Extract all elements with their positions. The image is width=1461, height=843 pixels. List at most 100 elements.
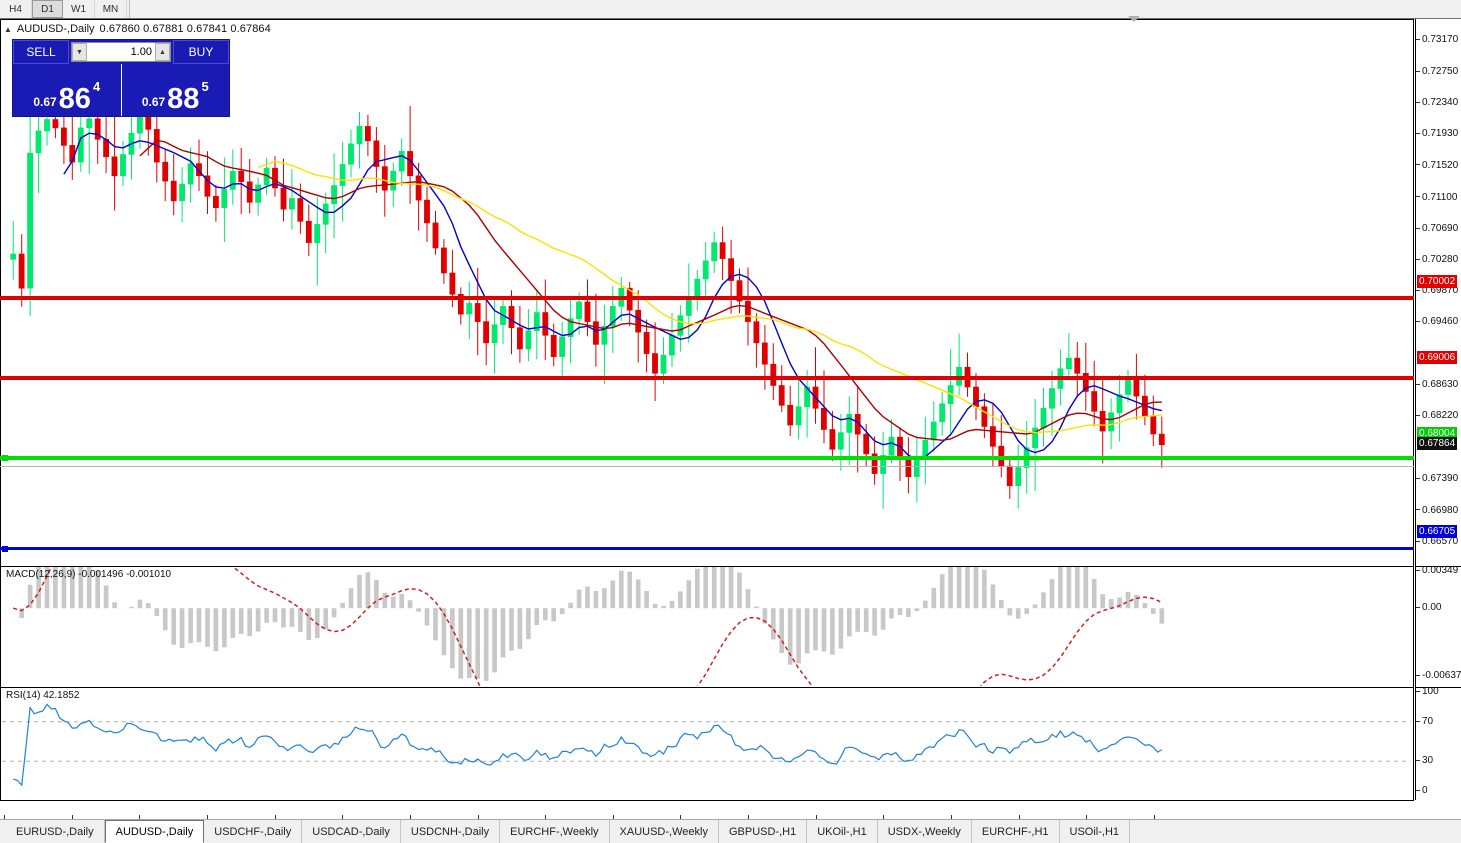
price-tick-0.70690: 0.70690 (1416, 223, 1458, 234)
symbol-tab-usdcaddaily[interactable]: USDCAD-,Daily (302, 820, 401, 843)
symbol-tab-xauusdweekly[interactable]: XAUUSD-,Weekly (610, 820, 719, 843)
price-tick-0.66980: 0.66980 (1416, 505, 1458, 516)
date-tick-mark (4, 815, 5, 819)
period-button-d1[interactable]: D1 (32, 0, 63, 18)
symbol-tab-gbpusdh1[interactable]: GBPUSD-,H1 (719, 820, 808, 843)
date-tick-mark (612, 815, 614, 819)
rsi-tick-0: 0 (1416, 785, 1428, 796)
chart-window: ▲ AUDUSD-,Daily 0.67860 0.67881 0.67841 … (0, 16, 1461, 837)
price-tick-0.72750: 0.72750 (1416, 66, 1458, 77)
date-tick-mark (815, 815, 817, 819)
date-tick-mark (951, 815, 953, 819)
chart-tab-bar[interactable]: EURUSD-,Daily AUDUSD-,Daily USDCHF-,Daily U… (0, 819, 1461, 843)
price-tick-0.73170: 0.73170 (1416, 34, 1458, 45)
buy-price-big: 88 (167, 83, 200, 116)
buy-price-fraction: 5 (201, 79, 209, 94)
oct-header-row: SELL ▼ 1.00 ▲ BUY (13, 40, 229, 64)
rsi-chart-svg (2, 703, 1411, 787)
macd-tick--0.00637: -0.00637 (1416, 670, 1461, 681)
date-tick-mark (71, 815, 73, 819)
date-tick-mark (545, 815, 547, 819)
macd-chart-svg (12, 567, 1165, 686)
symbol-tab-eurchfweekly[interactable]: EURCHF-,Weekly (500, 820, 610, 843)
price-tag-support[interactable]: 0.68004 (1417, 426, 1458, 440)
symbol-tab-eurusddaily[interactable]: EURUSD-,Daily (6, 820, 105, 843)
buy-price-prefix: 0.67 (141, 95, 166, 109)
sell-price-box[interactable]: 0.67 86 4 (13, 64, 122, 116)
symbol-tab-usdcnhdaily[interactable]: USDCNH-,Daily (401, 820, 501, 843)
toolbar-separator (129, 0, 132, 18)
level-line-0.70002[interactable] (0, 296, 1414, 300)
rsi-tick-30: 30 (1416, 755, 1433, 766)
volume-input[interactable]: 1.00 (87, 43, 155, 61)
volume-increase-icon[interactable]: ▲ (155, 43, 170, 61)
date-tick-mark (1154, 815, 1155, 819)
date-tick-mark (274, 815, 276, 819)
volume-stepper[interactable]: ▼ 1.00 ▲ (71, 42, 171, 62)
price-chart-svg (10, 84, 1165, 509)
level-line-0.66705[interactable] (0, 547, 1414, 550)
price-tick-0.68220: 0.68220 (1416, 410, 1458, 421)
macd-tick-0.00: 0.00 (1416, 602, 1441, 613)
price-scale-axis[interactable]: 0.73170 0.72750 0.72340 0.71930 0.71520 0.711… (1415, 19, 1461, 800)
price-tick-0.68630: 0.68630 (1416, 379, 1458, 390)
level-line-0.69006[interactable] (0, 376, 1414, 380)
price-tick-0.69460: 0.69460 (1416, 316, 1458, 327)
date-tick-mark (883, 815, 885, 819)
symbol-tab-usdchfdaily[interactable]: USDCHF-,Daily (204, 820, 303, 843)
one-click-trading-panel[interactable]: SELL ▼ 1.00 ▲ BUY 0.67 86 4 0.67 88 5 (12, 39, 230, 117)
price-tag-resistance[interactable]: 0.69006 (1417, 350, 1458, 364)
price-tick-0.70280: 0.70280 (1416, 254, 1458, 265)
level-line-0.68004[interactable] (0, 456, 1414, 460)
date-tick-mark (680, 815, 682, 819)
macd-tick-0.00349: 0.00349 (1416, 565, 1458, 576)
price-tag-resistance[interactable]: 0.70002 (1417, 274, 1458, 288)
price-tick-0.67390: 0.67390 (1416, 473, 1458, 484)
date-tick-mark (1018, 815, 1020, 819)
price-tag-last-price[interactable]: 0.67864 (1417, 437, 1458, 451)
rsi-pane[interactable]: RSI(14) 42.1852 (1, 687, 1413, 801)
period-button-mn[interactable]: MN (95, 0, 127, 18)
rsi-label: RSI(14) 42.1852 (6, 690, 80, 701)
price-tick-0.71930: 0.71930 (1416, 128, 1458, 139)
period-button-w1[interactable]: W1 (63, 0, 95, 18)
period-toolbar: H4 D1 W1 MN (0, 0, 1461, 19)
chart-ohlc-values: 0.67860 0.67881 0.67841 0.67864 (99, 23, 271, 35)
level-handle-blue[interactable] (2, 546, 8, 552)
date-tick-mark (748, 815, 750, 819)
symbol-tab-usdxweekly[interactable]: USDX-,Weekly (878, 820, 972, 843)
price-tick-0.66570: 0.66570 (1416, 536, 1458, 547)
macd-pane[interactable]: MACD(12,26,9) -0.001496 -0.001010 (1, 566, 1413, 686)
sell-price-big: 86 (58, 83, 91, 116)
date-tick-mark (409, 815, 411, 819)
symbol-tab-ukoilh1[interactable]: UKOil-,H1 (807, 820, 878, 843)
sell-button[interactable]: SELL (13, 40, 69, 64)
period-button-h4[interactable]: H4 (0, 0, 32, 18)
chart-symbol-label: AUDUSD-,Daily (16, 23, 95, 35)
price-tag-support[interactable]: 0.66705 (1417, 525, 1458, 539)
collapse-icon[interactable]: ▲ (4, 24, 12, 34)
symbol-tab-eurchfh1[interactable]: EURCHF-,H1 (972, 820, 1060, 843)
macd-scale: 0.00349 0.00 -0.00637 (1416, 565, 1461, 685)
symbol-tab-audusddaily[interactable]: AUDUSD-,Daily (104, 820, 205, 843)
symbol-tab-usoilh1[interactable]: USOil-,H1 (1060, 820, 1131, 843)
date-tick-mark (342, 815, 344, 819)
date-tick-mark (206, 815, 208, 819)
chart-scroll-caret-icon[interactable] (1128, 16, 1140, 22)
price-pane[interactable] (1, 20, 1413, 564)
buy-button[interactable]: BUY (173, 40, 229, 64)
rsi-scale: 100 70 30 0 (1416, 686, 1461, 800)
date-tick-mark (477, 815, 479, 819)
rsi-tick-70: 70 (1416, 716, 1433, 727)
date-tick-mark (1086, 815, 1088, 819)
level-handle-green[interactable] (2, 455, 8, 461)
date-tick-mark (139, 815, 141, 819)
price-tick-0.71100: 0.71100 (1416, 192, 1457, 203)
price-tick-0.69870: 0.69870 (1416, 285, 1458, 296)
last-price-line (0, 466, 1414, 467)
volume-decrease-icon[interactable]: ▼ (72, 43, 87, 61)
price-tick-0.71520: 0.71520 (1416, 160, 1458, 171)
oct-price-row: 0.67 86 4 0.67 88 5 (13, 64, 229, 116)
buy-price-box[interactable]: 0.67 88 5 (122, 64, 230, 116)
price-tick-0.72340: 0.72340 (1416, 97, 1458, 108)
